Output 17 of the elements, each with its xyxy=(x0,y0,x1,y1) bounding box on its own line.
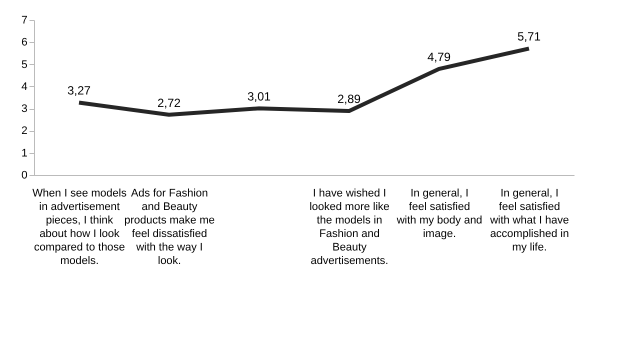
data-label: 2,89 xyxy=(337,92,361,106)
y-tick-label: 3 xyxy=(21,103,28,116)
y-tick-label: 0 xyxy=(21,170,28,182)
x-tick-label: In general, I feel satisfied with what I have accomplished in my life. xyxy=(489,188,569,254)
x-tick-label: I have wished I looked more like the models in Fashion and Beauty advertisements. xyxy=(309,188,390,267)
y-tick-label: 1 xyxy=(21,147,28,160)
y-tick-label: 2 xyxy=(21,125,28,138)
y-tick-label: 7 xyxy=(21,14,28,26)
data-label: 5,71 xyxy=(517,30,541,44)
y-tick-label: 5 xyxy=(21,58,28,71)
data-label: 3,27 xyxy=(67,84,91,98)
data-label: 4,79 xyxy=(427,50,451,64)
data-label: 2,72 xyxy=(157,96,181,110)
x-tick-label: In general, I feel satisfied with my body and image. xyxy=(396,188,482,240)
data-label: 3,01 xyxy=(247,89,271,104)
y-tick-label: 4 xyxy=(21,80,28,93)
y-tick-label: 6 xyxy=(21,36,28,49)
